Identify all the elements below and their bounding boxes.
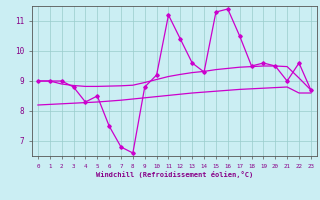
X-axis label: Windchill (Refroidissement éolien,°C): Windchill (Refroidissement éolien,°C) <box>96 171 253 178</box>
